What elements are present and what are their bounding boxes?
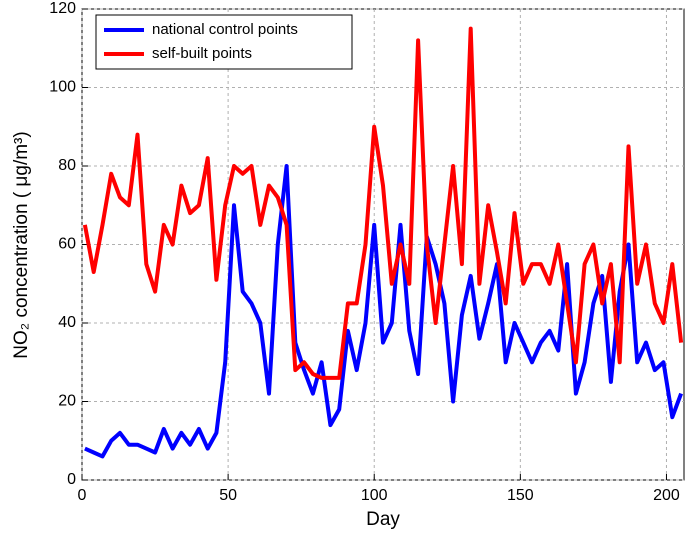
x-tick-label: 100 (361, 487, 388, 504)
x-tick-label: 200 (653, 487, 680, 504)
y-tick-label: 40 (58, 314, 76, 331)
y-tick-label: 100 (49, 79, 76, 96)
x-tick-label: 150 (507, 487, 534, 504)
y-tick-label: 60 (58, 236, 76, 253)
y-tick-label: 80 (58, 157, 76, 174)
y-tick-label: 0 (67, 471, 76, 488)
x-tick-label: 0 (78, 487, 87, 504)
series-line (84, 164, 683, 459)
legend-label: self-built points (152, 45, 252, 62)
legend-label: national control points (152, 21, 298, 38)
series-line (82, 26, 684, 380)
x-tick-label: 50 (219, 487, 237, 504)
legend-box (95, 14, 353, 70)
y-tick-label: 20 (58, 393, 76, 410)
y-axis-label: NO₂ concentration ( μg/m³) (11, 131, 32, 358)
y-tick-label: 120 (49, 0, 76, 17)
x-axis-label: Day (366, 509, 400, 530)
